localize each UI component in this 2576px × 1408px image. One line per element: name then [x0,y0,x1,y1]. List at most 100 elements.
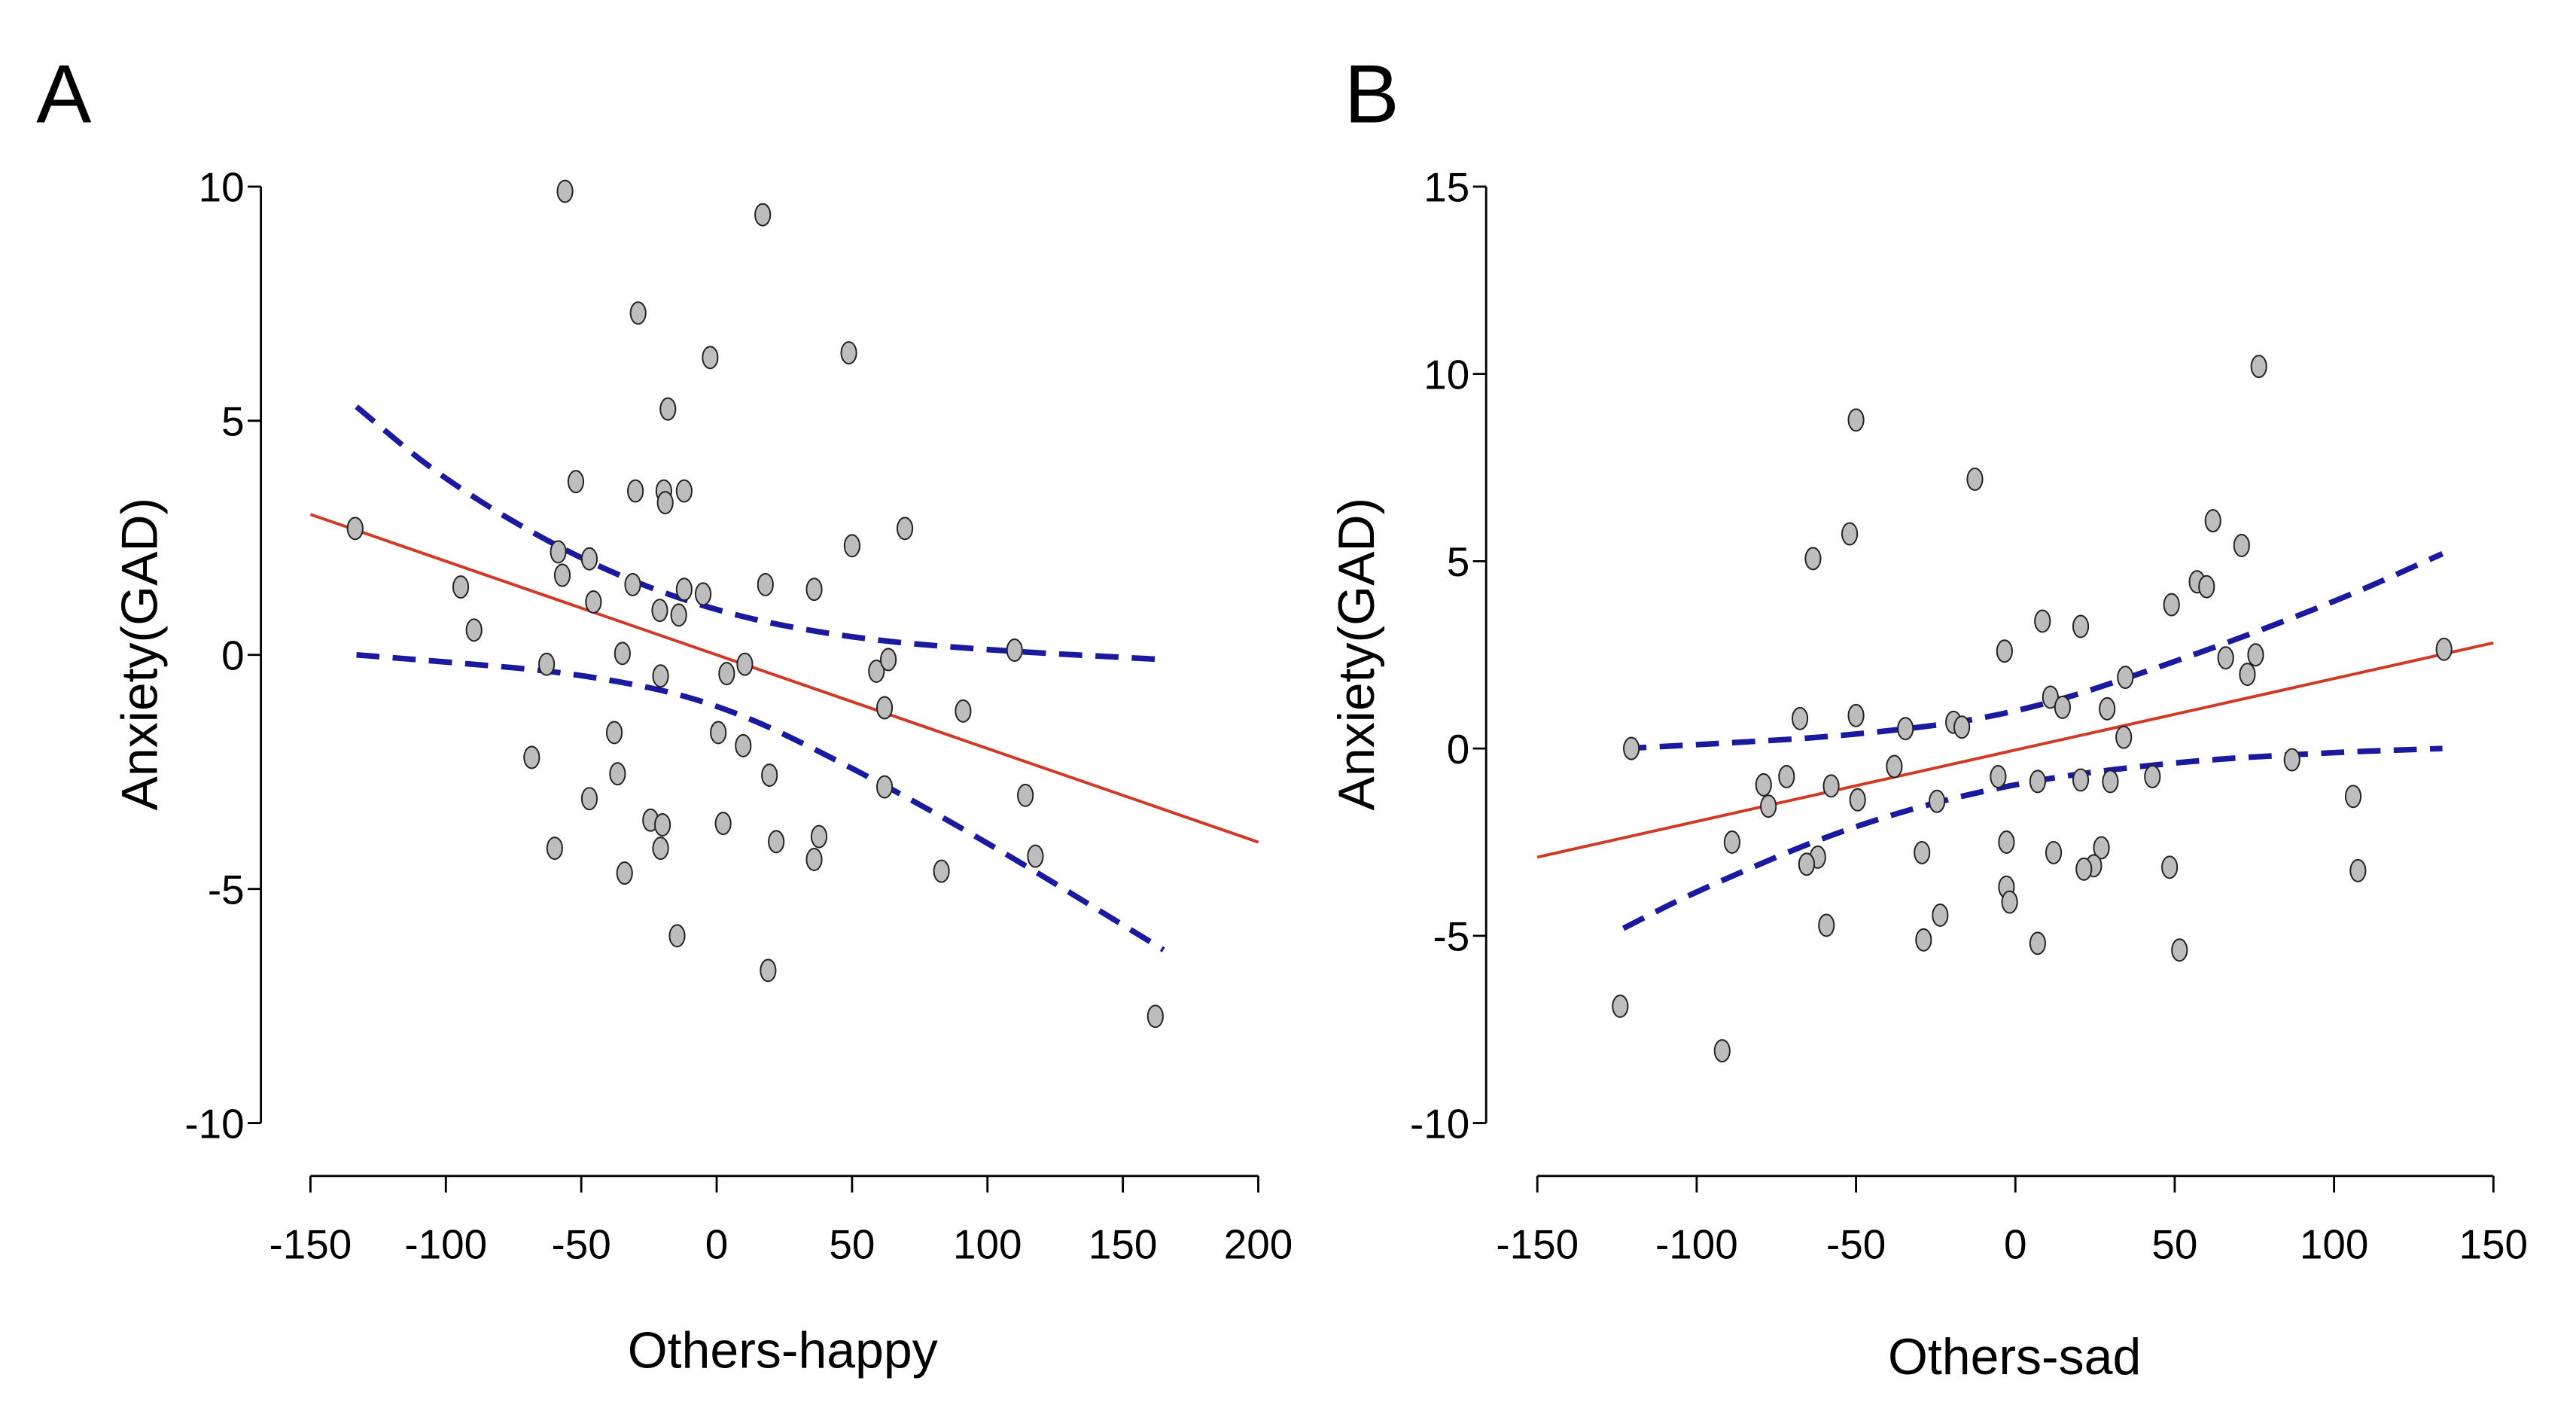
regression-line [1536,641,2494,859]
data-point [2093,836,2110,860]
data-point [656,491,674,515]
data-point [840,341,857,365]
data-point [1932,904,1949,927]
x-tick-label: 100 [2300,1221,2368,1267]
data-point [452,575,470,599]
data-point [675,479,693,503]
data-point [627,479,644,503]
panel-letter-a: A [36,48,91,140]
data-point [2204,509,2221,533]
panel-b: B Others-sad Anxiety(GAD) 151050-5-10-15… [1328,48,2528,1385]
data-point [1612,994,1629,1018]
ci-lower-line [1621,745,2443,931]
data-point [694,582,712,606]
data-point [760,958,777,983]
y-tick-label: 10 [199,164,245,211]
data-point [2198,574,2215,599]
data-point [523,745,540,770]
data-point [1006,638,1023,662]
data-point [465,618,483,642]
data-point [955,699,972,723]
data-point [1027,844,1044,868]
data-point [2099,696,2116,721]
x-tick-label: -100 [404,1221,487,1267]
data-point [668,924,686,948]
data-point [1798,852,1816,876]
data-point [2217,646,2234,670]
data-point [2161,855,2179,879]
data-point [652,837,669,861]
data-point [652,664,669,688]
data-point [624,572,641,596]
x-tick-label: 200 [1224,1221,1293,1267]
data-point [1778,764,1795,788]
data-point [580,547,598,571]
data-point [1886,754,1903,779]
data-point [810,824,828,849]
data-point [2072,768,2090,792]
x-tick-label: 150 [1089,1221,1157,1267]
x-tick-label: 0 [705,1221,729,1267]
data-point [2001,890,2018,914]
data-point [585,590,602,614]
data-point [2239,663,2256,687]
data-point [1822,774,1840,798]
y-tick-label: -5 [1433,913,1470,960]
data-point [761,763,778,788]
data-point [896,517,914,541]
x-tick-label: -150 [269,1221,352,1267]
data-point [2349,858,2367,882]
y-tick-label: 5 [1447,538,1470,585]
data-point [616,861,633,885]
regression-line [309,513,1259,844]
data-point [538,652,556,676]
data-point [580,787,598,811]
data-point [2250,355,2267,379]
data-point [2117,666,2134,690]
data-point [754,203,772,227]
data-point [609,762,626,786]
data-point [1841,522,1859,546]
data-point [553,563,571,587]
data-point [2054,695,2071,719]
data-point [1996,639,2013,663]
y-tick-label: -5 [208,866,245,913]
data-point [1146,1004,1164,1029]
y-tick-label: 15 [1423,164,1469,211]
y-axis-title: Anxiety(GAD) [111,498,168,811]
data-point [2075,857,2093,881]
data-point [659,397,677,421]
data-point [1966,467,1984,491]
ci-lower-line [356,652,1165,952]
data-point [757,572,774,596]
data-point [1998,830,2015,854]
data-point [710,721,727,745]
y-tick-label: 0 [221,632,245,678]
data-point [2042,685,2059,709]
data-point [2233,534,2250,557]
data-point [736,652,754,676]
x-axis-title: Others-sad [1888,1328,2141,1385]
y-axis-title: Anxiety(GAD) [1328,498,1385,811]
data-point [2115,725,2133,749]
ci-upper-line [355,404,1164,663]
data-point [556,179,574,203]
x-tick-label: 150 [2459,1221,2528,1267]
data-point [550,540,567,564]
x-tick-label: -50 [552,1221,611,1267]
data-point [651,599,668,623]
data-point [629,301,647,325]
x-tick-label: 0 [2004,1221,2027,1267]
data-point [2102,770,2119,794]
x-tick-label: 100 [953,1221,1022,1267]
data-point [1847,703,1865,727]
data-point [1929,789,1946,813]
y-tick-label: -10 [1410,1100,1469,1147]
data-point [1760,794,1777,818]
data-point [1847,408,1865,432]
data-point [2045,840,2063,864]
data-point [868,660,885,683]
data-point [735,733,752,757]
data-point [1791,706,1809,730]
